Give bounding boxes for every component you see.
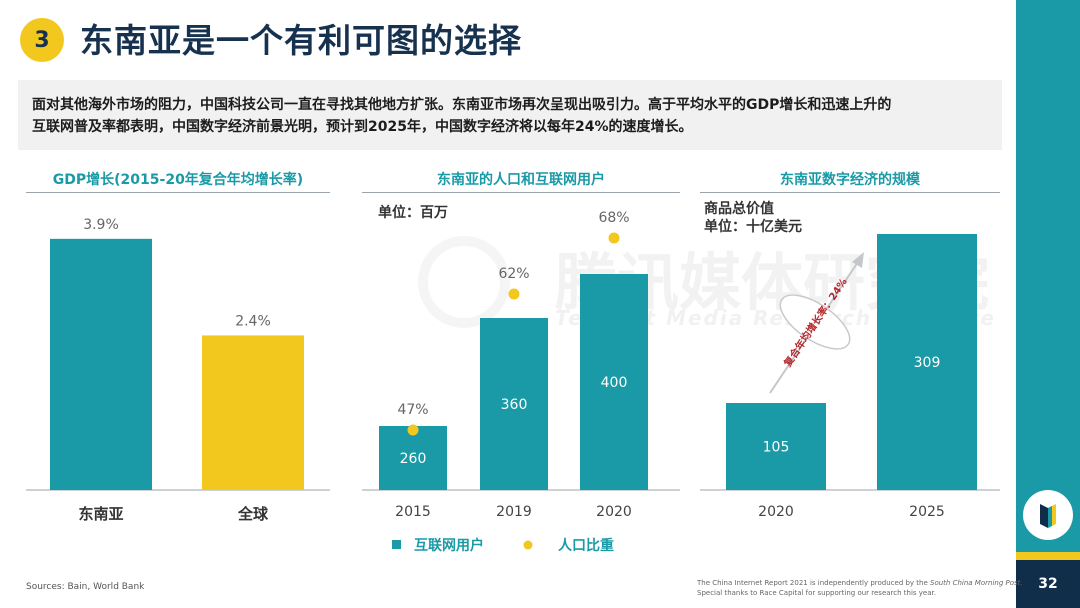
credit-publication: South China Morning Post [930,579,1021,587]
chart1-title: GDP增长(2015-20年复合年均增长率) [52,172,304,188]
chart2-bar [580,274,648,490]
chart3-title: 东南亚数字经济的规模 [780,172,920,188]
chart3-growth-arrowhead [852,252,864,268]
section-number-badge: 3 [20,18,64,62]
chart3-bar [877,234,977,490]
chart1-category-label: 全球 [237,505,269,523]
credit-prefix: The China Internet Report 2021 is indepe… [697,579,931,587]
chart3-annotation-bubble [779,294,851,350]
chart3-title-rule [700,192,1000,193]
publisher-logo [1023,490,1073,540]
chart2-unit: 单位：百万 [378,205,448,221]
chart1-title-rule [26,192,330,193]
chart2-share-label: 47% [397,402,428,418]
credit-note: The China Internet Report 2021 is indepe… [697,578,1023,598]
right-accent-bar [1016,0,1080,552]
chart3-bar-value-label: 105 [763,440,790,456]
chart2-share-dot [608,232,620,244]
chart3-unit-line2: 单位：十亿美元 [704,219,802,235]
credit-suffix: . [1020,579,1023,587]
chart3-bar-value-label: 309 [914,355,941,371]
chart2-title-rule [362,192,680,193]
chart1-category-label: 东南亚 [78,505,123,523]
chart1-bar [50,238,152,490]
chart1-bar [202,335,304,490]
chart2-category-label: 2020 [596,504,632,520]
chart3-category-label: 2025 [909,504,945,520]
chart2-bar-value-label: 260 [400,451,427,467]
intro-line-2: 互联网普及率都表明，中国数字经济前景光明，预计到2025年，中国数字经济将以每年… [32,119,693,135]
page-number: 32 [1016,560,1080,608]
intro-line-1: 面对其他海外市场的阻力，中国科技公司一直在寻找其他地方扩张。东南亚市场再次呈现出… [32,97,892,113]
chart2-bar [379,426,447,490]
chart2-share-dot [407,424,419,436]
publisher-logo-icon [1040,504,1056,528]
legend-label-internet-users: 互联网用户 [414,537,484,554]
sources-note: Sources: Bain, World Bank [26,582,145,592]
footer-accent-strip [1016,552,1080,560]
credit-line-2: Special thanks to Race Capital for suppo… [697,589,936,597]
legend-swatch-population-share [523,540,533,550]
chart2-share-label: 68% [598,210,629,226]
chart2-category-label: 2015 [395,504,431,520]
chart3-bar [726,403,826,490]
chart2-title: 东南亚的人口和互联网用户 [437,172,605,188]
chart2-bar-value-label: 400 [601,375,628,391]
chart2-share-dot [508,288,520,300]
chart1-value-label: 3.9% [83,217,119,233]
chart2-category-label: 2019 [496,504,532,520]
legend-label-population-share: 人口比重 [558,537,614,554]
legend-swatch-internet-users [392,540,401,549]
chart3-category-label: 2020 [758,504,794,520]
intro-text: 面对其他海外市场的阻力，中国科技公司一直在寻找其他地方扩张。东南亚市场再次呈现出… [32,94,992,138]
chart2-bar [480,318,548,490]
watermark-logo [418,236,510,328]
chart3-unit-line1: 商品总价值 [704,201,774,217]
intro-box [18,80,1002,150]
chart1-value-label: 2.4% [235,313,271,329]
chart2-share-label: 62% [498,266,529,282]
page-title: 东南亚是一个有利可图的选择 [80,21,522,60]
chart2-bar-value-label: 360 [501,397,528,413]
